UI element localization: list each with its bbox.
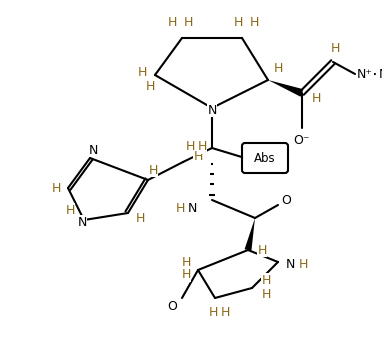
Text: H: H: [261, 273, 271, 287]
Text: H: H: [148, 163, 158, 177]
Text: H: H: [181, 256, 191, 268]
Text: H: H: [220, 305, 230, 319]
Text: N: N: [187, 201, 197, 215]
Polygon shape: [268, 80, 303, 97]
Text: O⁻: O⁻: [294, 134, 310, 147]
Text: H: H: [193, 150, 203, 162]
Text: H: H: [183, 16, 193, 30]
Text: O: O: [281, 194, 291, 208]
Text: N: N: [207, 104, 217, 116]
Text: H: H: [311, 91, 320, 105]
FancyBboxPatch shape: [242, 143, 288, 173]
Text: H: H: [273, 62, 283, 74]
Text: H: H: [51, 182, 61, 194]
Text: H: H: [261, 288, 271, 300]
Text: N: N: [88, 143, 98, 157]
Text: H: H: [167, 16, 177, 30]
Text: H: H: [145, 79, 155, 93]
Text: H: H: [249, 16, 259, 30]
Text: H: H: [135, 211, 145, 225]
Text: H: H: [181, 268, 191, 282]
Text: H: H: [298, 257, 308, 271]
Text: H: H: [137, 66, 147, 79]
Text: H: H: [197, 141, 207, 153]
Text: H: H: [257, 244, 267, 257]
Text: N: N: [77, 215, 87, 229]
Text: H: H: [175, 201, 185, 215]
Text: Abs: Abs: [254, 152, 276, 164]
Text: H: H: [233, 16, 243, 30]
Text: N⁺: N⁺: [357, 68, 373, 80]
Text: O: O: [167, 299, 177, 313]
Text: H: H: [65, 204, 75, 216]
Text: H: H: [330, 42, 340, 56]
Text: H: H: [208, 305, 218, 319]
Text: N: N: [285, 257, 295, 271]
Text: H: H: [185, 141, 195, 153]
Polygon shape: [244, 218, 255, 251]
Text: N: N: [379, 68, 382, 80]
